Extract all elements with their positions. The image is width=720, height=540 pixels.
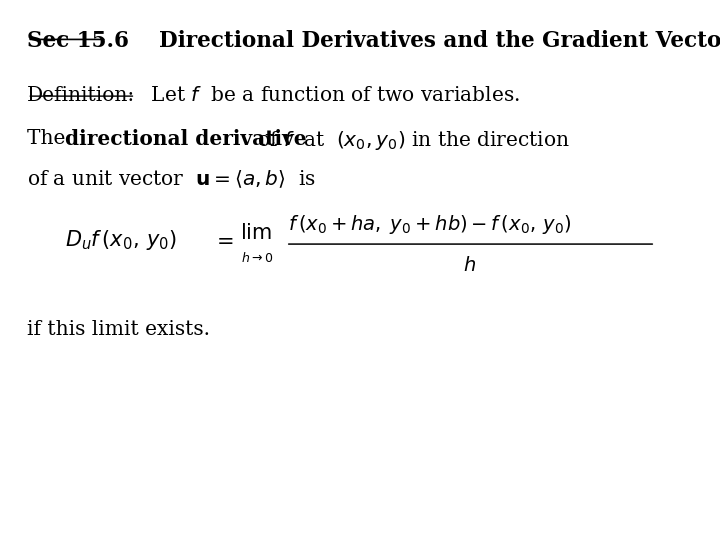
Text: if this limit exists.: if this limit exists.	[27, 320, 210, 339]
Text: $h{\to}0$: $h{\to}0$	[241, 251, 274, 265]
Text: $=$: $=$	[212, 231, 234, 250]
Text: $f\,(x_0 + ha,\; y_0 + hb) - f\,(x_0,\, y_0)$: $f\,(x_0 + ha,\; y_0 + hb) - f\,(x_0,\, …	[288, 213, 571, 235]
Text: of a unit vector  $\mathbf{u} = \langle a, b \rangle$  is: of a unit vector $\mathbf{u} = \langle a…	[27, 168, 316, 190]
Text: $h$: $h$	[463, 256, 476, 275]
Text: Let $f$  be a function of two variables.: Let $f$ be a function of two variables.	[138, 86, 520, 105]
Text: $D_u f\,(x_0,\, y_0)$: $D_u f\,(x_0,\, y_0)$	[65, 228, 176, 252]
Text: of $f$  at  $(x_0, y_0)$ in the direction: of $f$ at $(x_0, y_0)$ in the direction	[251, 129, 570, 152]
Text: directional derivative: directional derivative	[65, 129, 307, 148]
Text: Sec 15.6    Directional Derivatives and the Gradient Vector: Sec 15.6 Directional Derivatives and the…	[27, 30, 720, 52]
Text: Definition:: Definition:	[27, 86, 135, 105]
Text: $\lim$: $\lim$	[240, 223, 272, 244]
Text: The: The	[27, 129, 72, 147]
